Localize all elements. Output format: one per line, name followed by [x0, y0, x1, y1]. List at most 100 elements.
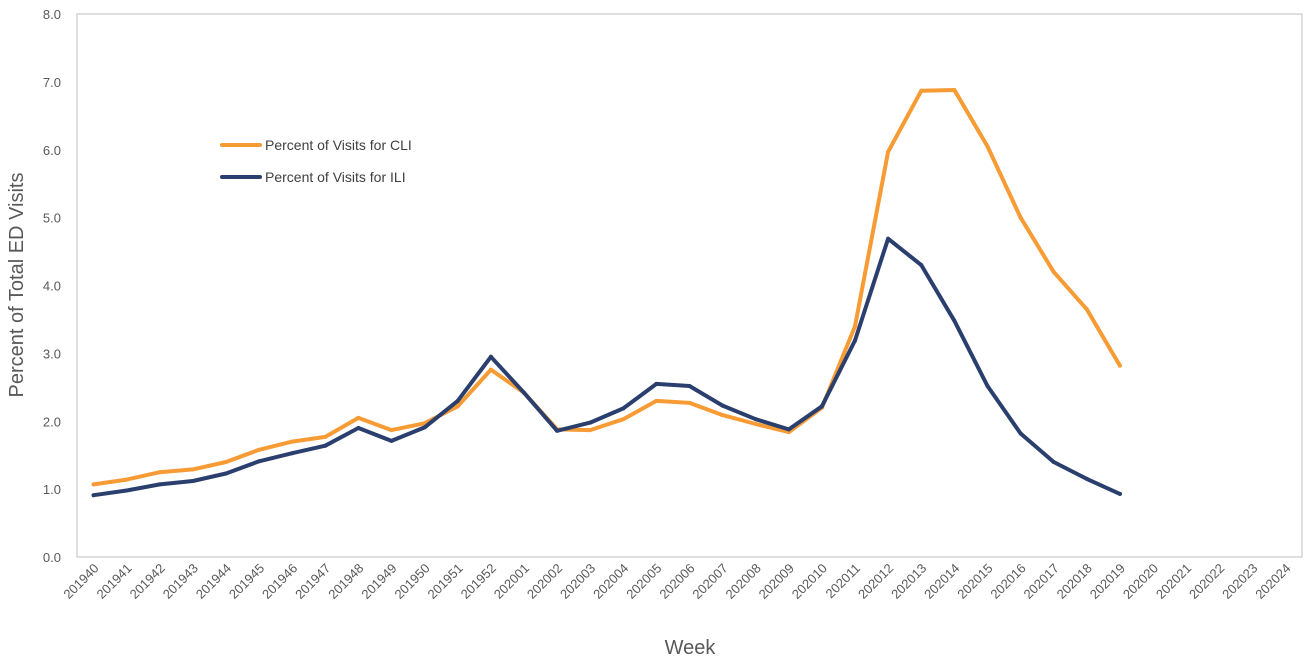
data-point — [124, 488, 129, 493]
y-axis-title: Percent of Total ED Visits — [6, 173, 28, 398]
x-tick-label: 201945 — [226, 561, 267, 602]
data-point — [687, 384, 692, 388]
data-point — [455, 404, 460, 409]
data-point — [1117, 491, 1122, 496]
data-point — [753, 422, 758, 426]
data-point — [654, 398, 659, 403]
x-tick-label: 202021 — [1153, 561, 1194, 602]
x-tick-label: 202007 — [689, 561, 730, 602]
y-tick-label: 7.0 — [43, 75, 61, 90]
data-point — [257, 447, 262, 452]
data-point — [91, 482, 96, 487]
series-ili — [91, 236, 1122, 498]
data-point — [886, 236, 891, 241]
x-tick-label: 202020 — [1120, 561, 1161, 602]
x-tick-label: 201948 — [325, 561, 366, 602]
data-point — [1018, 215, 1023, 220]
x-axis-title: Week — [665, 637, 717, 659]
x-tick-label: 201950 — [391, 561, 432, 602]
y-tick-label: 4.0 — [43, 279, 61, 294]
x-tick-label: 202006 — [656, 561, 697, 602]
data-point — [952, 318, 957, 323]
x-tick-label: 202005 — [623, 561, 664, 602]
data-point — [488, 367, 493, 372]
data-point — [853, 338, 857, 343]
y-axis-ticks: 0.0 1.0 2.0 3.0 4.0 5.0 6.0 7.0 8.0 — [43, 7, 61, 565]
data-point — [290, 439, 295, 444]
data-point — [1051, 269, 1056, 274]
data-point — [621, 417, 626, 422]
y-tick-label: 6.0 — [43, 143, 61, 158]
data-point — [1018, 431, 1023, 436]
legend-label: Percent of Visits for CLI — [265, 137, 412, 153]
x-tick-label: 201940 — [60, 561, 101, 602]
x-tick-label: 202013 — [888, 561, 929, 602]
x-tick-label: 201952 — [458, 561, 499, 602]
data-point — [919, 88, 924, 93]
plot-area — [76, 13, 1303, 558]
x-tick-label: 202003 — [557, 561, 598, 602]
legend: Percent of Visits for CLI Percent of Visi… — [220, 137, 412, 185]
data-point — [753, 417, 758, 422]
data-point — [257, 459, 262, 464]
y-tick-label: 3.0 — [43, 346, 61, 361]
x-tick-label: 202012 — [855, 561, 896, 602]
data-point — [157, 482, 162, 487]
x-tick-label: 202009 — [756, 561, 797, 602]
data-point — [356, 426, 361, 430]
x-tick-label: 202008 — [723, 561, 764, 602]
x-tick-label: 201944 — [193, 561, 234, 602]
x-tick-label: 201943 — [160, 561, 201, 602]
y-tick-label: 2.0 — [43, 414, 61, 429]
x-tick-label: 201942 — [127, 561, 168, 602]
data-point — [323, 443, 328, 448]
plot-border — [76, 13, 1303, 558]
x-tick-label: 202019 — [1087, 561, 1128, 602]
x-tick-label: 202002 — [524, 561, 565, 602]
x-tick-label: 202022 — [1186, 561, 1227, 602]
x-tick-label: 202024 — [1252, 561, 1293, 602]
y-tick-label: 0.0 — [43, 550, 61, 565]
data-point — [952, 88, 957, 92]
data-point — [91, 493, 96, 498]
data-point — [687, 400, 692, 405]
data-point — [621, 406, 626, 411]
data-point — [290, 451, 295, 456]
data-point — [488, 354, 493, 359]
data-point — [224, 471, 228, 476]
data-point — [323, 434, 328, 439]
x-tick-label: 201941 — [93, 561, 134, 602]
series-cli — [91, 88, 1122, 487]
x-tick-label: 202011 — [823, 561, 864, 602]
data-point — [588, 428, 593, 433]
data-point — [720, 413, 725, 418]
x-tick-label: 202016 — [987, 561, 1028, 602]
y-tick-label: 1.0 — [43, 482, 61, 497]
data-point — [720, 403, 725, 408]
x-tick-label: 202017 — [1021, 561, 1062, 602]
legend-label: Percent of Visits for ILI — [265, 169, 406, 185]
data-point — [389, 438, 394, 443]
x-tick-label: 202023 — [1219, 561, 1260, 602]
data-point — [224, 460, 228, 464]
series-line — [91, 88, 1122, 487]
x-tick-label: 201949 — [358, 561, 399, 602]
data-point — [1084, 307, 1089, 312]
x-tick-label: 202010 — [789, 561, 830, 602]
x-tick-label: 202015 — [954, 561, 995, 602]
data-point — [919, 263, 924, 268]
x-tick-label: 202004 — [590, 561, 631, 602]
data-point — [455, 398, 460, 403]
data-point — [157, 470, 162, 475]
data-point — [654, 381, 659, 386]
data-point — [985, 144, 990, 149]
x-tick-label: 201951 — [425, 561, 466, 602]
data-point — [1051, 460, 1056, 464]
y-tick-label: 5.0 — [43, 211, 61, 226]
data-point — [786, 427, 791, 432]
x-tick-label: 202014 — [921, 561, 962, 602]
y-tick-label: 8.0 — [43, 7, 61, 22]
data-point — [588, 420, 593, 425]
